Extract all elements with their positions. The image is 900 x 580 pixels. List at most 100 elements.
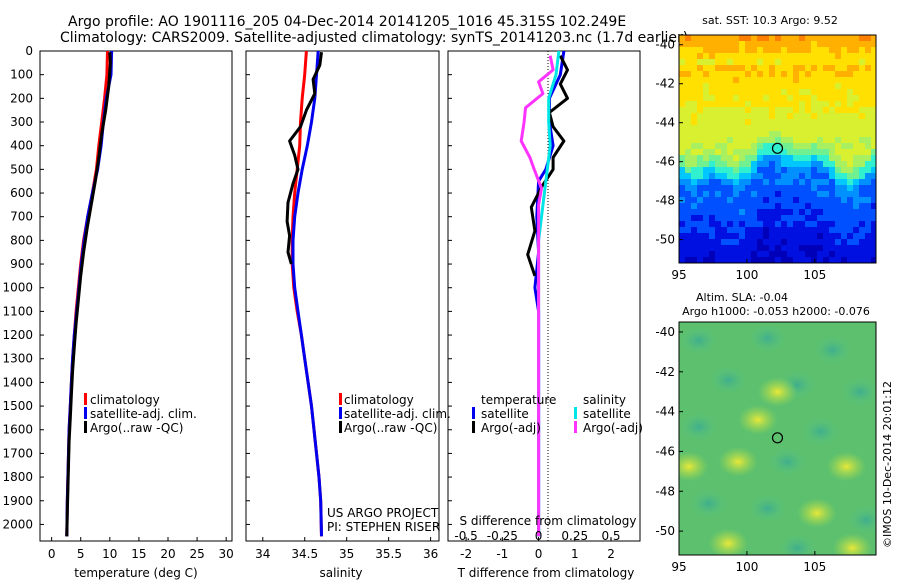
sst-cell: [799, 203, 805, 209]
sst-cell: [775, 125, 781, 131]
sst-cell: [757, 161, 763, 167]
sst-cell: [847, 83, 853, 89]
sst-cell: [745, 125, 751, 131]
sst-cell: [703, 173, 709, 179]
sst-cell: [871, 185, 876, 191]
sst-cell: [841, 191, 847, 197]
sst-cell: [793, 251, 799, 257]
sst-cell: [709, 143, 715, 149]
sst-cell: [691, 125, 697, 131]
sst-cell: [739, 203, 745, 209]
sst-cell: [817, 197, 823, 203]
sst-cell: [823, 41, 829, 47]
sst-cell: [709, 119, 715, 125]
sst-cell: [781, 95, 787, 101]
sst-cell: [787, 191, 793, 197]
sst-cell: [805, 149, 811, 155]
sst-cell: [853, 71, 859, 77]
sst-cell: [697, 221, 703, 227]
sst-cell: [751, 179, 757, 185]
sst-cell: [835, 203, 841, 209]
sst-cell: [691, 209, 697, 215]
sst-cell: [739, 77, 745, 83]
sst-cell: [847, 47, 853, 53]
sst-cell: [685, 101, 691, 107]
sla-eddy: [777, 533, 818, 555]
sst-cell: [691, 53, 697, 59]
sst-cell: [799, 95, 805, 101]
sst-cell: [691, 149, 697, 155]
sst-cell: [733, 59, 739, 65]
sst-cell: [811, 245, 817, 251]
sst-cell: [709, 197, 715, 203]
sst-cell: [697, 35, 703, 41]
sst-cell: [697, 47, 703, 53]
sst-cell: [853, 41, 859, 47]
sst-cell: [811, 239, 817, 245]
sst-cell: [853, 113, 859, 119]
salinity-legend: climatology satellite-adj. clim. Argo(..…: [339, 393, 451, 435]
sst-cell: [685, 89, 691, 95]
sst-cell: [769, 89, 775, 95]
sst-cell: [787, 89, 793, 95]
sst-cell: [733, 143, 739, 149]
sst-cell: [835, 119, 841, 125]
sla-eddy: [747, 493, 788, 524]
sst-cell: [853, 149, 859, 155]
legend-label-argo: Argo(..raw -QC): [344, 421, 437, 435]
sst-cell: [799, 155, 805, 161]
series-line: [526, 55, 569, 277]
sst-cell: [853, 185, 859, 191]
sst-cell: [691, 257, 697, 263]
sst-cell: [859, 83, 865, 89]
sst-cell: [817, 137, 823, 143]
sst-cell: [805, 197, 811, 203]
sst-cell: [721, 197, 727, 203]
sst-cell: [799, 233, 805, 239]
sst-cell: [841, 107, 847, 113]
sst-cell: [787, 173, 793, 179]
sst-cell: [745, 209, 751, 215]
sst-cell: [751, 65, 757, 71]
sst-cell: [751, 239, 757, 245]
sst-cell: [781, 143, 787, 149]
sst-cell: [727, 131, 733, 137]
sst-cell: [853, 119, 859, 125]
sst-cell: [793, 59, 799, 65]
sst-cell: [763, 149, 769, 155]
sst-cell: [715, 155, 721, 161]
sst-cell: [805, 155, 811, 161]
sst-cell: [805, 113, 811, 119]
sst-cell: [847, 107, 853, 113]
sst-cell: [745, 257, 751, 263]
sst-cell: [709, 221, 715, 227]
sst-cell: [865, 53, 871, 59]
sst-cell: [763, 143, 769, 149]
sst-cell: [865, 137, 871, 143]
sst-cell: [793, 245, 799, 251]
depth-tick-label: 1300: [2, 352, 33, 366]
legend-header-salinity: salinity: [583, 393, 626, 407]
sst-cell: [769, 77, 775, 83]
sst-cell: [865, 89, 871, 95]
sst-cell: [679, 101, 685, 107]
lon-tick-label: 105: [803, 560, 826, 574]
sst-cell: [691, 179, 697, 185]
temperature-legend: climatology satellite-adj. clim. Argo(..…: [84, 393, 197, 435]
sst-cell: [787, 53, 793, 59]
sst-cell: [745, 239, 751, 245]
lat-tick-label: -40: [655, 38, 675, 52]
sst-cell: [715, 221, 721, 227]
sst-cell: [853, 131, 859, 137]
sst-cell: [775, 89, 781, 95]
sst-cell: [721, 131, 727, 137]
sst-cell: [781, 119, 787, 125]
sst-cell: [859, 257, 865, 263]
sst-cell: [697, 233, 703, 239]
sst-cell: [823, 257, 829, 263]
series-line: [519, 55, 555, 537]
sst-cell: [775, 233, 781, 239]
sst-cell: [739, 101, 745, 107]
sst-cell: [829, 107, 835, 113]
sla-eddy: [708, 528, 749, 555]
